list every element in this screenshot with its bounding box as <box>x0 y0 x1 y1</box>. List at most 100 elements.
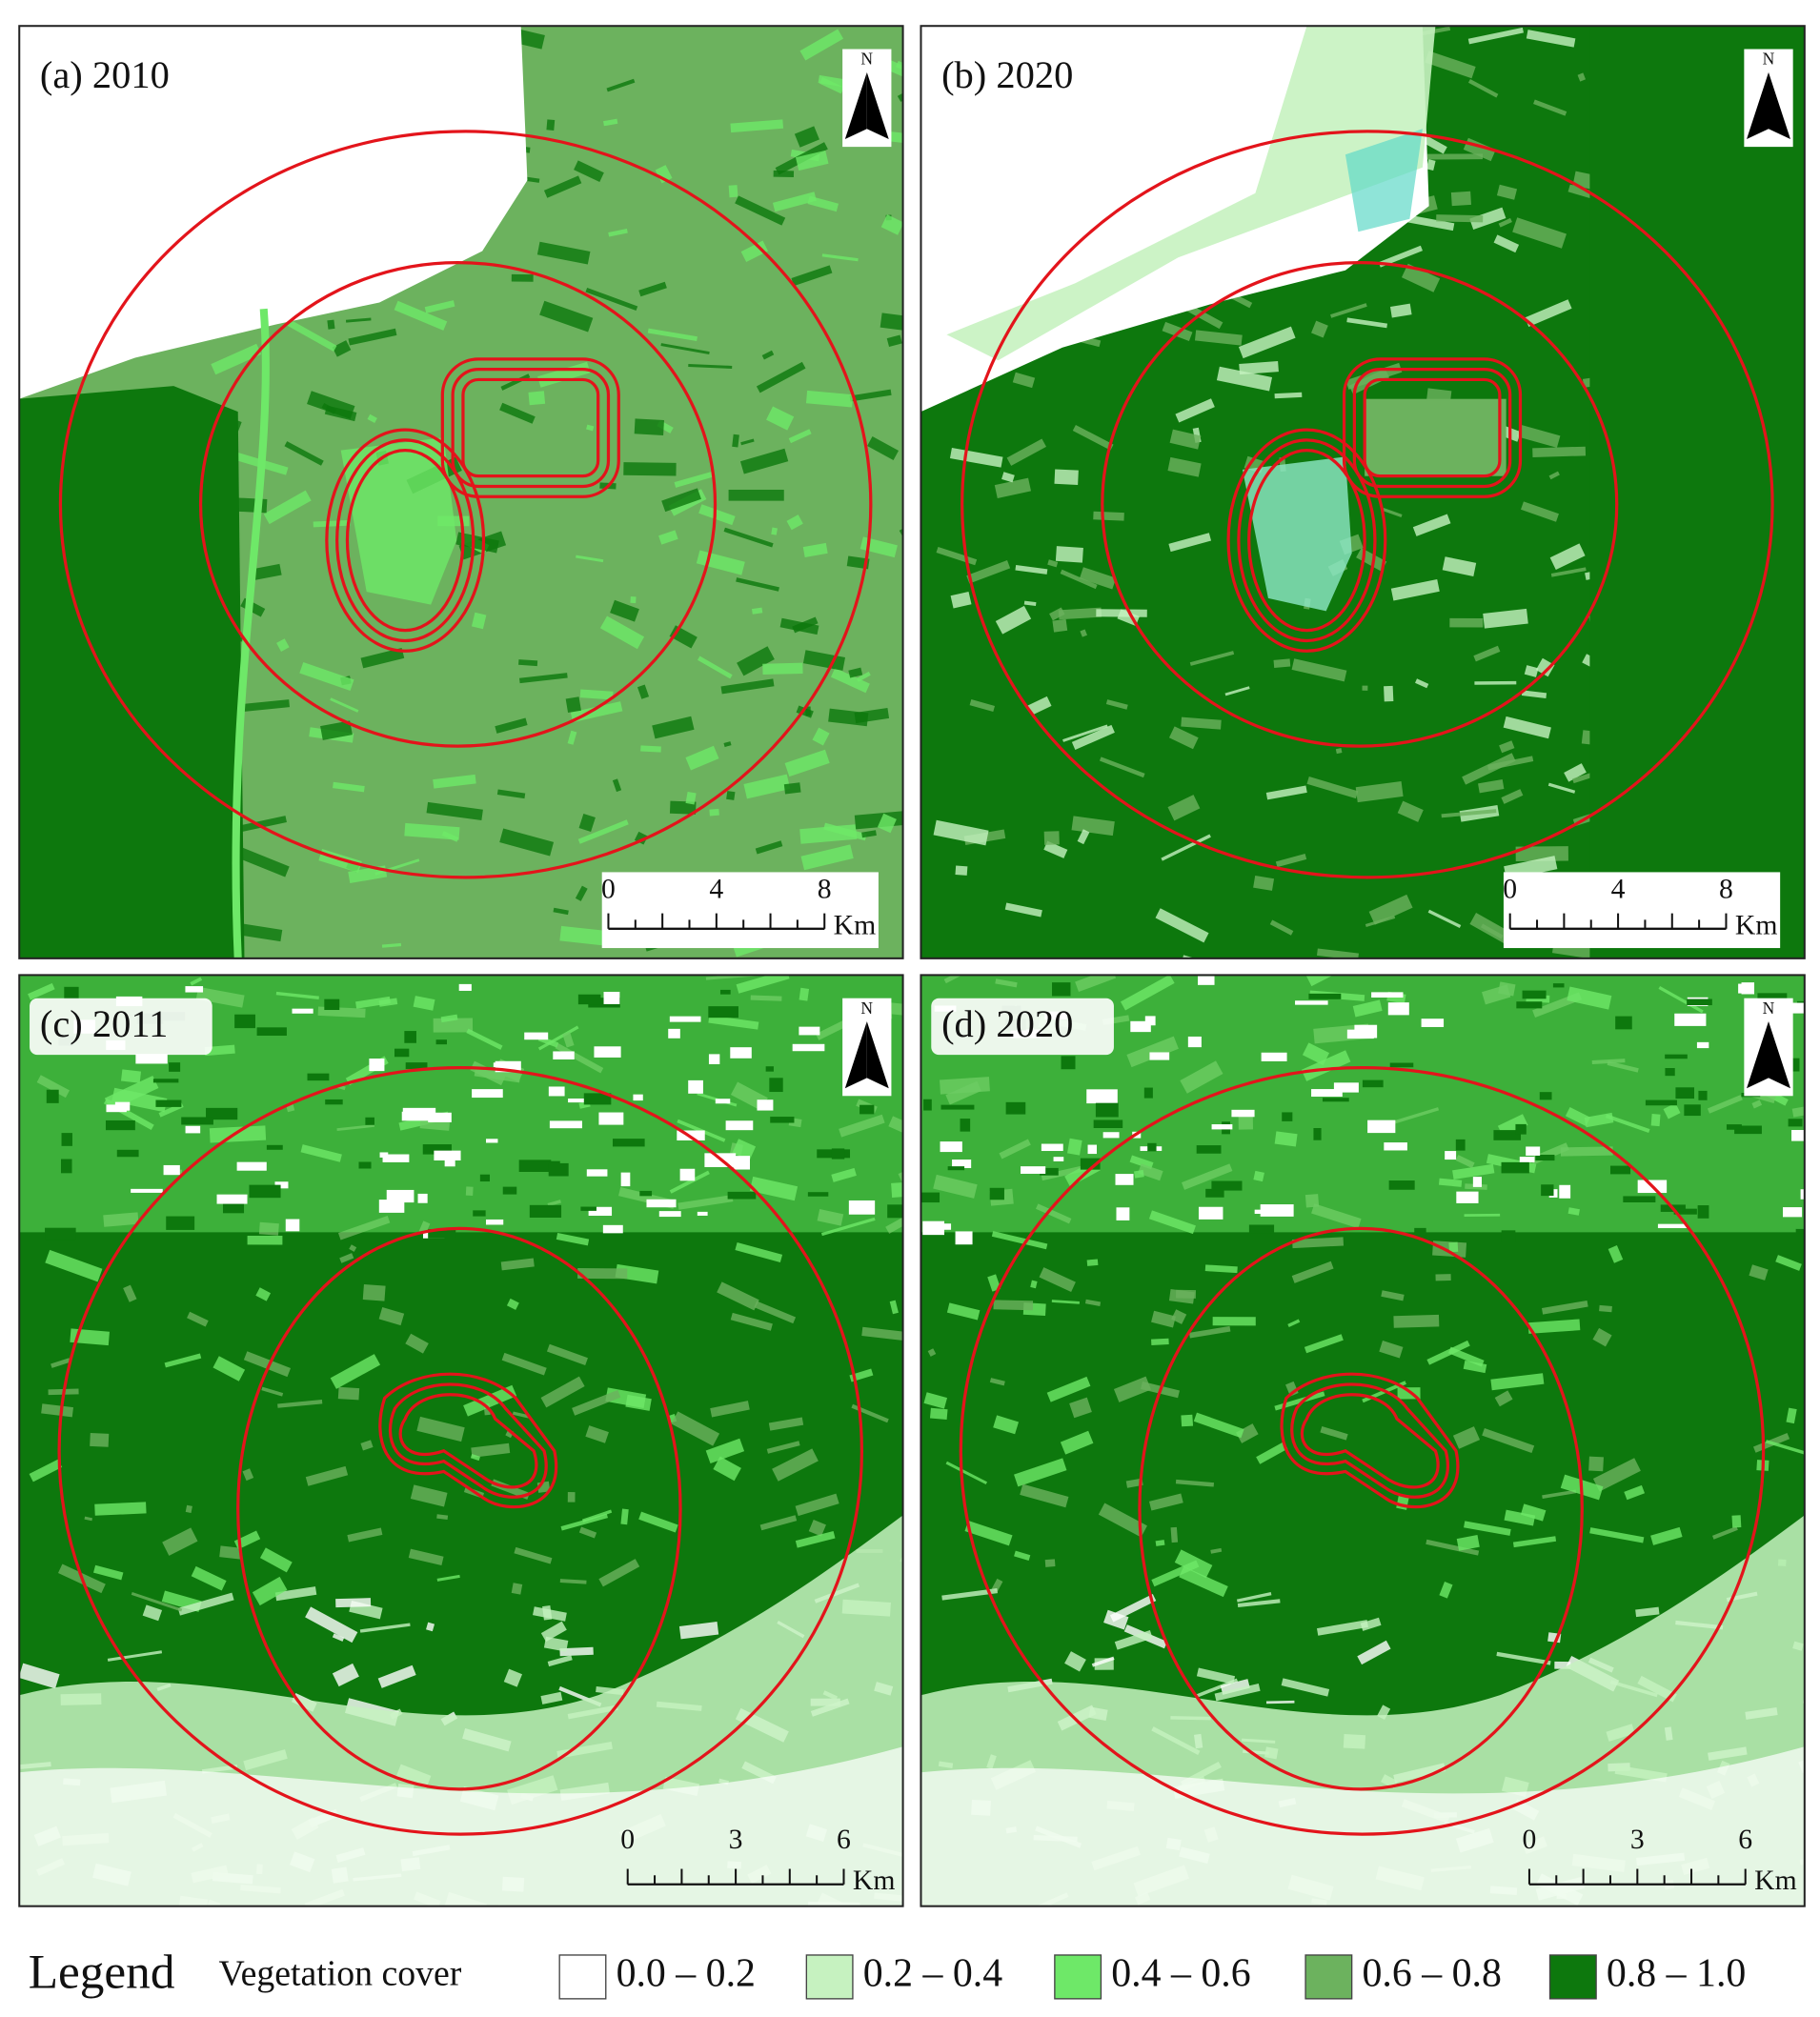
vegetation-patch <box>1478 778 1505 794</box>
vegetation-patch <box>29 1459 63 1482</box>
vegetation-patch <box>987 1274 1001 1292</box>
field <box>1535 1154 1555 1161</box>
field <box>1282 1112 1293 1121</box>
vegetation-patch <box>773 170 795 178</box>
vegetation-patch <box>966 560 1011 584</box>
legend-label: 0.0 – 0.2 <box>617 1952 756 1996</box>
vegetation-patch <box>1515 846 1568 861</box>
vegetation-patch <box>989 1378 1005 1386</box>
vegetation-patch <box>1493 234 1520 253</box>
vegetation-patch <box>285 318 337 352</box>
vegetation-patch <box>1093 511 1124 521</box>
vegetation-patch <box>848 667 863 678</box>
vegetation-patch <box>1427 909 1462 929</box>
field <box>1187 1036 1202 1048</box>
vegetation-patch <box>610 599 639 622</box>
vegetation-patch <box>211 343 262 375</box>
vegetation-patch <box>671 1411 720 1446</box>
field <box>495 1060 521 1073</box>
buffer-ring <box>1300 1393 1440 1489</box>
vegetation-patch <box>1015 565 1048 575</box>
vegetation-patch <box>410 1484 448 1507</box>
field <box>485 1219 504 1225</box>
vegetation-patch <box>1469 207 1507 231</box>
vegetation-patch <box>788 429 812 444</box>
vegetation-patch <box>574 160 604 182</box>
field <box>1726 1124 1742 1130</box>
vegetation-patch <box>1265 1700 1295 1704</box>
field <box>181 1117 213 1125</box>
vegetation-patch <box>536 241 591 265</box>
vegetation-patch <box>330 697 359 713</box>
buffer-ring <box>959 1065 1766 1836</box>
vegetation-patch <box>1179 1566 1228 1598</box>
vegetation-patch <box>599 615 645 650</box>
vegetation-patch <box>540 1376 585 1408</box>
field <box>697 1211 708 1216</box>
vegetation-patch <box>495 717 528 734</box>
legend-label: 0.8 – 1.0 <box>1607 1952 1746 1996</box>
buffer-ring <box>1237 438 1377 643</box>
vegetation-patch <box>730 1312 773 1331</box>
vegetation-patch <box>543 1636 569 1652</box>
vegetation-patch <box>755 840 783 855</box>
vegetation-patch <box>528 391 546 406</box>
field <box>1149 1052 1170 1060</box>
field <box>325 1099 343 1105</box>
vegetation-patch <box>1188 1325 1231 1339</box>
vegetation-patch <box>405 1333 429 1354</box>
vegetation-patch <box>1012 372 1036 389</box>
panel-label-box <box>30 998 212 1056</box>
field <box>580 1206 597 1211</box>
field <box>1456 1191 1479 1203</box>
buffer-ring <box>961 130 1774 879</box>
vegetation-patch <box>1212 1317 1256 1326</box>
field <box>639 1190 653 1197</box>
field <box>620 1172 631 1187</box>
vegetation-patch <box>1004 902 1042 918</box>
vegetation-patch <box>735 1241 783 1262</box>
vegetation-patch <box>1496 1651 1551 1665</box>
vegetation-patch <box>394 300 448 331</box>
vegetation-patch <box>424 300 455 313</box>
vegetation-patch <box>1525 299 1572 327</box>
field <box>1254 1209 1265 1215</box>
north-arrow <box>844 71 867 140</box>
field <box>765 1066 774 1072</box>
vegetation-patch <box>1269 919 1294 936</box>
vegetation-patch <box>332 1633 345 1642</box>
vegetation-patch <box>1786 1407 1797 1424</box>
field <box>1371 992 1404 998</box>
north-arrow <box>866 1020 889 1089</box>
vegetation-patch <box>783 782 801 795</box>
vegetation-patch <box>378 1307 405 1326</box>
vegetation-patch <box>991 1231 1048 1250</box>
vegetation-patch <box>941 1588 998 1601</box>
vegetation-patch <box>1547 782 1576 794</box>
field <box>715 1099 731 1104</box>
vegetation-patch <box>625 1394 652 1411</box>
vegetation-patch <box>1151 1310 1176 1328</box>
vegetation-patch <box>259 1547 293 1573</box>
vegetation-patch <box>499 402 536 424</box>
vegetation-patch <box>255 1287 272 1301</box>
field <box>1205 1188 1224 1198</box>
field <box>1143 1087 1153 1099</box>
field <box>1516 1001 1543 1009</box>
field <box>1414 1227 1426 1239</box>
field <box>577 994 601 1005</box>
dark-region <box>19 386 245 958</box>
field <box>940 1104 975 1110</box>
field <box>568 1098 597 1103</box>
vegetation-patch <box>1077 829 1090 845</box>
scale-label: 6 <box>1738 1825 1752 1855</box>
field <box>1260 1204 1294 1217</box>
legend-label: 0.2 – 0.4 <box>863 1952 1002 1996</box>
field <box>135 1054 168 1064</box>
vegetation-patch <box>969 699 996 713</box>
vegetation-patch <box>123 1284 137 1302</box>
vegetation-patch <box>1401 263 1441 292</box>
vegetation-patch <box>768 1417 804 1431</box>
field <box>486 1139 498 1143</box>
